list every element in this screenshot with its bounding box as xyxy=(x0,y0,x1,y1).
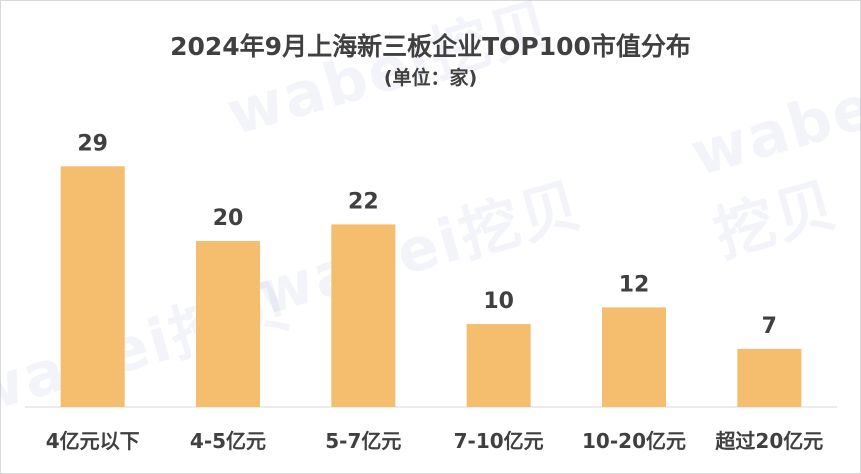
data-label: 12 xyxy=(619,272,650,297)
bar xyxy=(737,348,802,407)
bar xyxy=(60,166,125,407)
x-tick-label: 7-10亿元 xyxy=(454,429,544,453)
data-label: 20 xyxy=(213,206,244,231)
data-label: 22 xyxy=(348,189,379,214)
bar xyxy=(466,324,531,407)
data-label: 7 xyxy=(762,314,777,339)
x-tick-label: 4亿元以下 xyxy=(46,429,140,453)
x-tick-label: 5-7亿元 xyxy=(325,429,401,453)
chart-subtitle: (单位：家) xyxy=(383,67,478,89)
chart-title: 2024年9月上海新三板企业TOP100市值分布 xyxy=(170,32,691,61)
data-label: 29 xyxy=(77,131,108,156)
bar xyxy=(602,307,666,407)
x-tick-label: 10-20亿元 xyxy=(582,429,686,453)
x-tick-label: 超过20亿元 xyxy=(714,429,823,453)
data-label: 10 xyxy=(483,289,514,314)
x-tick-label: 4-5亿元 xyxy=(190,429,266,453)
bar xyxy=(331,224,396,407)
bar xyxy=(196,241,260,407)
